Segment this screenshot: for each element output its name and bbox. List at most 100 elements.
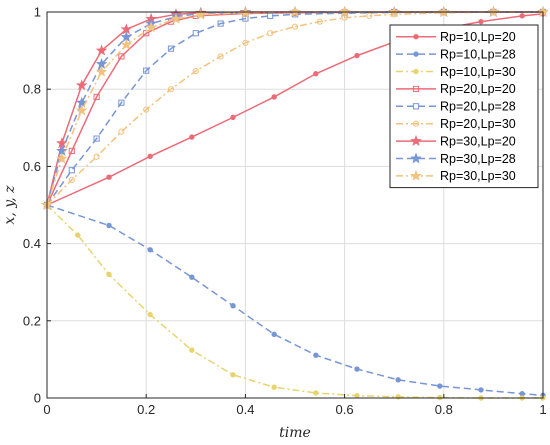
data-point [410,169,422,181]
plot-frame [46,11,544,399]
data-point [143,67,150,74]
legend-label: Rp=10,Lp=30 [440,65,516,79]
data-point [354,52,360,59]
series-line [46,204,544,397]
data-point [95,44,108,56]
x-tick-label: 1 [539,402,546,417]
x-axis-title: time [279,425,311,441]
data-point [147,311,153,318]
data-point [93,93,100,101]
x-tick-label: 0.8 [435,402,453,417]
legend-item: Rp=20,Lp=28 [396,100,516,114]
x-tick-label: 0 [43,402,50,417]
data-point [93,135,100,142]
data-point [478,387,484,393]
legend-label: Rp=20,Lp=30 [440,117,516,131]
data-point [167,45,175,52]
legend: Rp=10,Lp=20 Rp=10,Lp=28 Rp=10,Lp=30 Rp=20,L… [389,24,539,189]
x-tick-label: 0.2 [137,402,155,417]
legend-label: Rp=20,Lp=28 [440,100,516,114]
data-point [366,12,373,19]
data-point [267,30,274,37]
data-point [68,176,75,184]
legend-item: Rp=10,Lp=28 [396,47,516,61]
data-point [118,99,125,106]
data-point [412,103,420,110]
data-point [230,303,236,309]
data-point [242,39,249,46]
legend-item: Rp=20,Lp=20 [396,82,516,96]
series [44,202,546,398]
data-point [189,347,195,353]
data-point [118,53,125,60]
data-point [410,135,422,146]
data-point [413,51,419,57]
y-tick-label: 0.6 [23,159,41,174]
data-point [147,153,153,160]
data-point [271,94,277,100]
legend-label: Rp=20,Lp=20 [440,82,516,96]
data-point [145,21,157,33]
legend-item: Rp=30,Lp=28 [396,152,516,166]
data-point [217,53,224,60]
data-point [217,20,224,27]
data-point [147,247,153,253]
data-point [120,38,133,50]
data-point [68,147,75,155]
data-point [271,331,277,338]
series-line [46,204,543,399]
data-point [413,68,419,75]
data-point [192,30,199,37]
data-point [230,372,236,378]
data-point [106,271,112,278]
legend-label: Rp=10,Lp=20 [440,30,516,44]
data-point [167,86,175,93]
legend-label: Rp=30,Lp=20 [440,134,516,148]
data-point [189,134,195,140]
data-point [412,85,420,93]
data-point [478,18,484,25]
legend-item: Rp=20,Lp=30 [396,117,516,131]
data-point [75,232,81,238]
data-point [410,152,422,164]
data-point [230,114,236,121]
data-point [395,377,401,383]
legend-label: Rp=30,Lp=30 [440,169,516,183]
axis-ticks: 0 0.2 0.4 0.6 0.8 1 0 0.2 0.4 0.6 0.8 1 [23,5,547,418]
data-point [242,15,249,22]
data-point [354,392,360,399]
x-tick-label: 0.4 [236,402,254,417]
data-point [93,153,100,160]
data-point [313,390,319,396]
data-point [189,274,195,280]
data-point [106,174,112,180]
legend-item: Rp=30,Lp=30 [396,169,516,183]
data-point [316,18,323,25]
data-point [118,128,125,135]
data-point [412,120,420,127]
legend-item: Rp=10,Lp=20 [396,30,516,44]
x-tick-label: 0.6 [336,402,354,417]
data-point [192,67,199,75]
data-point [95,65,108,77]
legend-item: Rp=10,Lp=30 [396,65,516,79]
data-point [354,366,360,372]
data-point [413,34,419,40]
data-point [143,106,150,113]
data-point [395,394,401,400]
y-tick-label: 1 [34,5,41,20]
data-point [519,391,525,397]
data-point [68,167,75,174]
series-line [46,11,543,206]
data-point [170,12,182,24]
data-point [437,383,443,389]
data-point [291,23,299,30]
y-tick-label: 0.2 [23,313,41,328]
data-point [75,79,88,91]
legend-item: Rp=30,Lp=20 [396,134,516,148]
data-point [313,71,319,77]
legend-label: Rp=30,Lp=28 [440,152,516,166]
series-line [46,11,543,206]
legend-label: Rp=10,Lp=28 [440,47,516,61]
